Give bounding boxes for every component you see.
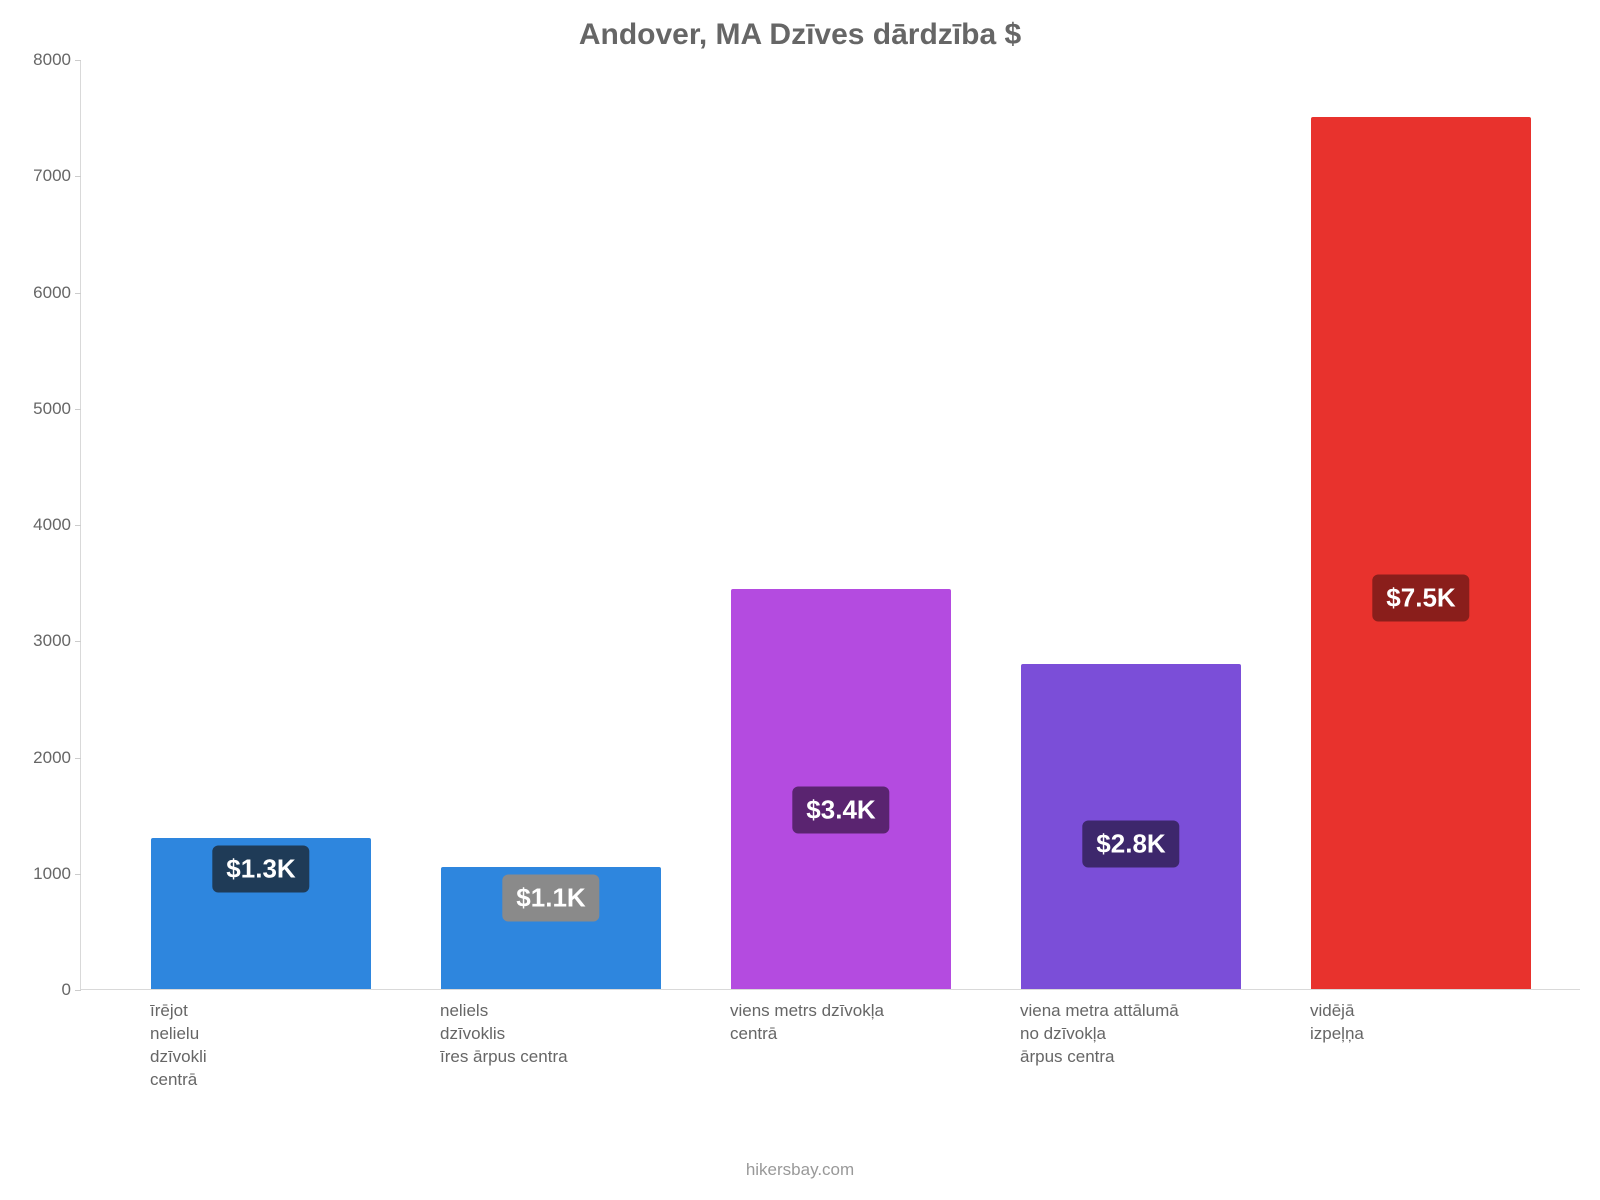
y-tick-mark — [75, 758, 81, 759]
y-tick-label: 5000 — [11, 399, 71, 419]
y-tick-mark — [75, 874, 81, 875]
y-tick-mark — [75, 641, 81, 642]
x-tick-label: neliels dzīvoklis īres ārpus centra — [440, 1000, 700, 1069]
bar-value-badge: $3.4K — [792, 787, 889, 834]
x-tick-label: viens metrs dzīvokļa centrā — [730, 1000, 990, 1046]
y-tick-mark — [75, 409, 81, 410]
y-tick-label: 2000 — [11, 748, 71, 768]
chart-title: Andover, MA Dzīves dārdzība $ — [0, 18, 1600, 52]
bar-value-badge: $1.3K — [212, 845, 309, 892]
chart-canvas: Andover, MA Dzīves dārdzība $ 0100020003… — [0, 0, 1600, 1200]
y-tick-label: 1000 — [11, 864, 71, 884]
y-tick-mark — [75, 293, 81, 294]
bar-value-badge: $1.1K — [502, 874, 599, 921]
y-tick-label: 7000 — [11, 166, 71, 186]
y-tick-label: 0 — [11, 980, 71, 1000]
credit-text: hikersbay.com — [0, 1160, 1600, 1180]
x-tick-label: vidējā izpeļņa — [1310, 1000, 1570, 1046]
y-tick-label: 6000 — [11, 283, 71, 303]
bar-value-badge: $7.5K — [1372, 574, 1469, 621]
y-tick-mark — [75, 990, 81, 991]
x-tick-label: viena metra attālumā no dzīvokļa ārpus c… — [1020, 1000, 1280, 1069]
bar-value-badge: $2.8K — [1082, 820, 1179, 867]
y-tick-mark — [75, 176, 81, 177]
y-tick-label: 4000 — [11, 515, 71, 535]
y-tick-mark — [75, 525, 81, 526]
bar-avg_salary — [1311, 117, 1531, 989]
plot-area: 010002000300040005000600070008000$1.3K$1… — [80, 60, 1580, 990]
y-tick-label: 8000 — [11, 50, 71, 70]
y-tick-mark — [75, 60, 81, 61]
y-tick-label: 3000 — [11, 631, 71, 651]
x-tick-label: īrējot nelielu dzīvokli centrā — [150, 1000, 410, 1092]
